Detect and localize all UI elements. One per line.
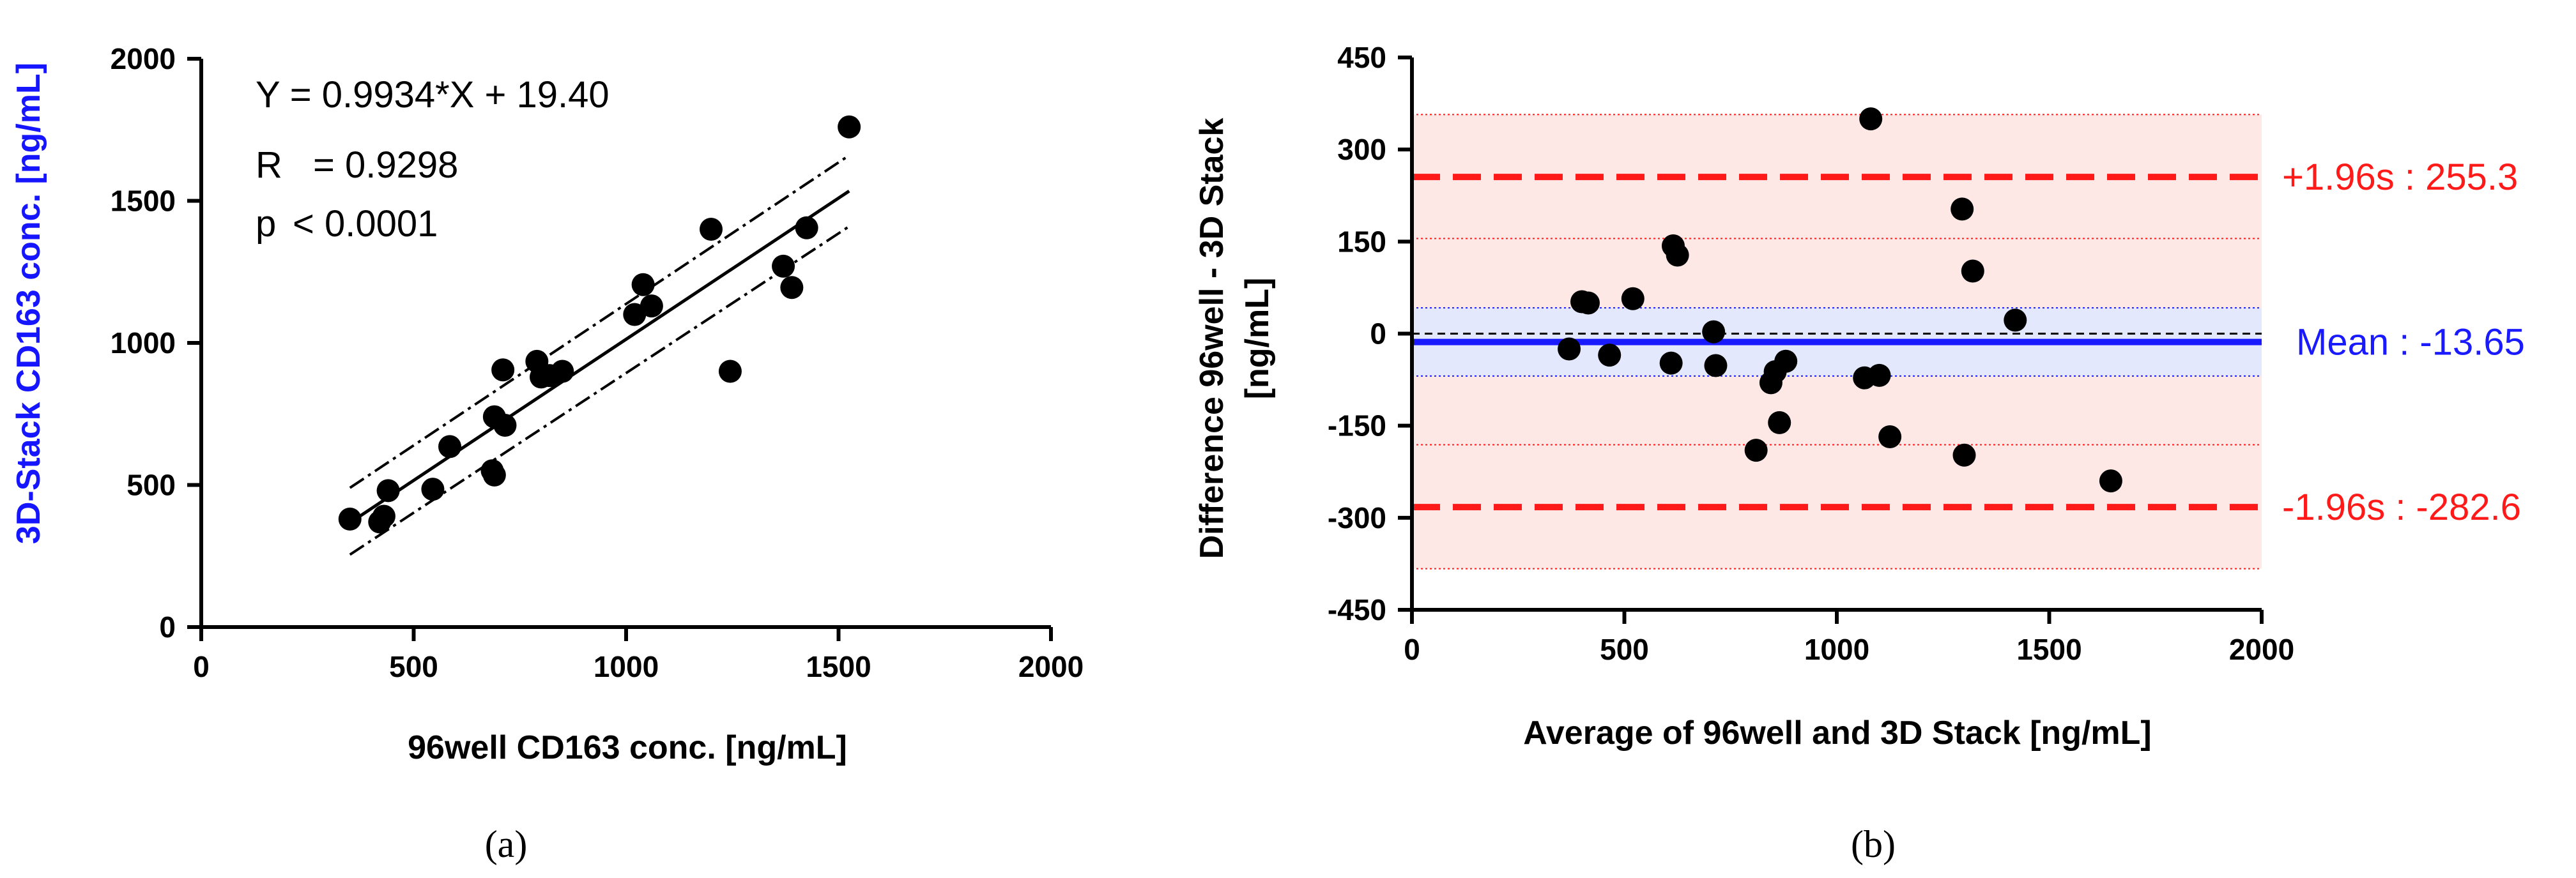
panel-b-y-tick-label: 0 <box>1370 317 1386 351</box>
panel-b-y-axis-title-line2: [ng/mL] <box>1239 278 1276 400</box>
panel-b-x-tick-label: 1500 <box>2016 633 2082 666</box>
panel-b-x-tick-label: 1000 <box>1804 633 1869 666</box>
panel-b-y-tick-label: -300 <box>1328 501 1386 534</box>
panel-b-data-point <box>2099 469 2122 493</box>
panel-b-data-point <box>1702 320 1726 344</box>
panel-a-x-axis-title: 96well CD163 conc. [ng/mL] <box>408 729 847 766</box>
panel-b-data-point <box>1951 197 1974 221</box>
panel-a-data-point <box>438 435 462 458</box>
panel-b-y-tick-label: -150 <box>1328 409 1386 443</box>
panel-b-data-point <box>1774 349 1798 373</box>
panel-b-data-point <box>1867 363 1891 387</box>
panel-b-data-point <box>1621 287 1644 310</box>
panel-b-y-tick-label: 150 <box>1337 225 1386 258</box>
panel-a-x-tick-label: 0 <box>193 650 210 683</box>
panel-b-x-tick-label: 500 <box>1600 633 1649 666</box>
panel-b-data-point <box>1704 354 1728 377</box>
panel-a-y-ticks: 0 500 1000 1500 2000 <box>111 42 201 644</box>
panel-a-data-point <box>718 360 742 383</box>
panel-b-caption: (b) <box>1851 823 1896 865</box>
panel-a-x-tick-label: 1000 <box>594 650 659 683</box>
panel-a-x-ticks: 0 500 1000 1500 2000 <box>193 627 1084 683</box>
panel-a-data-point <box>780 276 804 299</box>
panel-a-scatter: 0 500 1000 1500 2000 0 500 1000 1500 2000 Y = 0.… <box>10 42 1084 865</box>
panel-a-p-value: < 0.0001 <box>293 203 438 245</box>
panel-a-data-point <box>421 478 445 501</box>
panel-b-data-point <box>1576 291 1600 315</box>
panel-b-data-point <box>1598 344 1621 367</box>
panel-a-data-point <box>640 294 663 318</box>
panel-b-data-point <box>1744 439 1768 462</box>
panel-a-data-point <box>700 218 723 241</box>
panel-a-data-point <box>772 254 795 278</box>
panel-b-bland-altman: 0 500 1000 1500 2000 -450-300-1500150300450 … <box>1193 41 2525 865</box>
panel-b-data-point <box>1666 243 1689 267</box>
panel-a-data-point <box>795 216 818 239</box>
panel-a-data-point <box>338 507 362 531</box>
panel-a-points <box>338 115 861 534</box>
panel-b-y-tick-label: -450 <box>1328 593 1386 626</box>
panel-a-y-tick-label: 2000 <box>111 42 176 75</box>
panel-a-data-point <box>493 414 517 437</box>
panel-b-data-point <box>1768 411 1791 434</box>
panel-b-data-point <box>1558 337 1581 361</box>
panel-a-y-tick-label: 1500 <box>111 185 176 218</box>
panel-a-equation: Y = 0.9934*X + 19.40 <box>256 74 610 116</box>
panel-b-x-axis-title: Average of 96well and 3D Stack [ng/mL] <box>1523 715 2151 752</box>
panel-a-ci-upper-line <box>349 154 850 489</box>
panel-a-y-tick-label: 1000 <box>111 326 176 360</box>
panel-a-y-tick-label: 500 <box>126 469 176 502</box>
panel-b-data-point <box>2004 308 2027 332</box>
panel-b-y-ticks: -450 -300 -150 0 150 300 450 <box>1328 41 1412 626</box>
panel-a-y-axis-title: 3D-Stack CD163 conc. [ng/mL] <box>10 63 47 544</box>
panel-b-data-point <box>1961 259 1984 283</box>
panel-a-data-point <box>838 115 861 139</box>
panel-b-x-tick-label: 2000 <box>2229 633 2294 666</box>
panel-b-data-point <box>1952 443 1976 467</box>
panel-b-data-point <box>1659 351 1683 375</box>
panel-a-caption: (a) <box>485 823 528 865</box>
panel-a-regression-line <box>349 190 850 524</box>
panel-b-lower-loa-label: -1.96s : -282.6 <box>2282 487 2521 528</box>
panel-b-data-point <box>1859 107 1883 131</box>
panel-a-data-point <box>551 360 574 383</box>
panel-b-x-ticks: 0 500 1000 1500 2000 <box>1404 610 2294 666</box>
panel-a-data-point <box>623 303 647 326</box>
panel-a-y-tick-label: 0 <box>159 610 176 644</box>
panel-a-r-value: = 0.9298 <box>313 144 458 186</box>
panel-a-ci-lower-line <box>349 225 850 556</box>
panel-b-y-tick-label: 300 <box>1337 133 1386 166</box>
panel-a-r-label: R <box>256 144 282 186</box>
panel-b-reference-lines <box>1412 114 2262 570</box>
panel-b-y-tick-label: 450 <box>1337 41 1386 74</box>
panel-a-data-point <box>631 273 655 296</box>
panel-a-data-point <box>372 504 395 528</box>
panel-b-data-point <box>1878 425 1902 448</box>
panel-a-x-tick-label: 500 <box>389 650 438 683</box>
panel-a-data-point <box>376 479 400 503</box>
panel-b-mean-label: Mean : -13.65 <box>2296 322 2525 363</box>
panel-a-x-tick-label: 1500 <box>806 650 871 683</box>
panel-b-upper-loa-label: +1.96s : 255.3 <box>2282 156 2518 198</box>
panel-b-points <box>1558 107 2122 493</box>
panel-a-x-tick-label: 2000 <box>1018 650 1084 683</box>
panel-b-y-axis-title-line1: Difference 96well - 3D Stack <box>1193 118 1230 559</box>
panel-a-data-point <box>482 463 506 487</box>
panel-a-p-label: p <box>256 203 276 245</box>
panel-b-x-tick-label: 0 <box>1404 633 1420 666</box>
panel-a-data-point <box>491 358 515 382</box>
